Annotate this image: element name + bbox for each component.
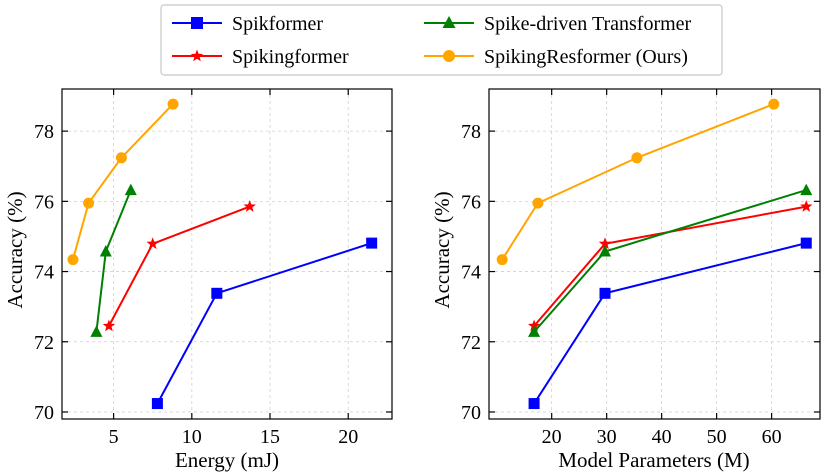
marker-star xyxy=(800,200,813,212)
legend-marker-circle xyxy=(443,50,455,62)
marker-triangle xyxy=(599,245,612,257)
series-spikingformer xyxy=(527,200,813,332)
y-tick-label: 70 xyxy=(461,402,481,424)
series-line xyxy=(108,205,251,327)
marker-star xyxy=(598,237,612,250)
marker-star xyxy=(146,237,159,250)
y-tick-label: 74 xyxy=(461,262,481,284)
series-spikingformer xyxy=(102,200,256,332)
marker-circle xyxy=(115,152,127,164)
marker-circle xyxy=(496,254,508,266)
y-tick-label: 72 xyxy=(461,332,481,354)
legend: Spikformer Spikingformer Spike-driven Tr… xyxy=(160,4,723,76)
series-spike-driven-transformer xyxy=(528,183,813,337)
energy-accuracy-plot: Energy (mJ) Accuracy (%) 5 10 15 20 70 72 74 76… xyxy=(3,88,393,472)
series-spike-driven-transformer xyxy=(90,183,137,337)
y-tick-label: 76 xyxy=(34,191,54,213)
y-tick-label: 74 xyxy=(34,262,54,284)
params-accuracy-plot: Model Parameters (M) Accuracy (%) 20 30 40… xyxy=(430,88,821,472)
plot-frame xyxy=(61,88,393,420)
series-line xyxy=(533,205,807,327)
y-axis-label: Accuracy (%) xyxy=(3,191,27,308)
marker-circle xyxy=(768,98,780,110)
series-line xyxy=(533,189,807,333)
marker-triangle xyxy=(99,245,112,257)
marker-circle xyxy=(83,197,95,209)
y-tick-label: 76 xyxy=(461,191,481,213)
marker-square xyxy=(151,398,163,410)
series-line xyxy=(156,242,373,405)
marker-triangle xyxy=(124,183,137,196)
x-tick-label: 15 xyxy=(260,426,280,448)
y-tick-label: 78 xyxy=(461,121,481,143)
marker-circle xyxy=(67,254,79,266)
marker-triangle xyxy=(528,325,541,337)
marker-triangle xyxy=(800,183,813,196)
marker-square xyxy=(366,237,378,249)
x-tick-label: 20 xyxy=(338,426,358,448)
marker-star xyxy=(243,200,256,212)
y-tick-label: 78 xyxy=(34,121,54,143)
legend-label: Spike-driven Transformer xyxy=(484,13,692,35)
x-tick-label: 50 xyxy=(707,426,727,448)
marker-square xyxy=(211,287,223,299)
y-axis-label: Accuracy (%) xyxy=(430,191,454,308)
marker-square xyxy=(528,398,540,410)
series-line xyxy=(71,103,174,260)
x-tick-label: 40 xyxy=(652,426,672,448)
x-tick-label: 30 xyxy=(597,426,617,448)
marker-square xyxy=(599,287,611,299)
legend-marker-triangle xyxy=(442,16,456,28)
y-tick-label: 70 xyxy=(34,402,54,424)
x-tick-label: 20 xyxy=(542,426,562,448)
marker-star xyxy=(102,319,116,332)
legend-item-spikformer: Spikformer xyxy=(172,13,323,35)
legend-label: Spikformer xyxy=(232,13,323,35)
marker-circle xyxy=(167,98,179,110)
marker-square xyxy=(800,237,812,249)
plot-frame xyxy=(488,88,821,420)
legend-marker-square xyxy=(191,17,203,29)
series-spikingresformer-ours xyxy=(67,98,179,266)
series-line xyxy=(533,242,807,405)
legend-item-spikingresformer: SpikingResformer (Ours) xyxy=(424,46,688,68)
legend-item-spike-driven-transformer: Spike-driven Transformer xyxy=(424,13,692,35)
series-spikformer xyxy=(528,237,812,410)
legend-marker-star xyxy=(190,49,204,62)
x-tick-label: 10 xyxy=(182,426,202,448)
series-spikformer xyxy=(151,237,378,410)
legend-label: Spikingformer xyxy=(232,46,349,68)
legend-frame xyxy=(160,4,723,76)
marker-circle xyxy=(532,197,544,209)
marker-circle xyxy=(631,152,643,164)
x-axis-label: Energy (mJ) xyxy=(175,448,279,472)
marker-star xyxy=(527,319,541,332)
marker-triangle xyxy=(90,325,103,337)
series-line xyxy=(501,103,775,261)
x-axis-label: Model Parameters (M) xyxy=(558,448,749,472)
x-tick-label: 60 xyxy=(762,426,782,448)
x-tick-label: 5 xyxy=(109,426,119,448)
series-spikingresformer-ours xyxy=(496,98,780,266)
legend-label: SpikingResformer (Ours) xyxy=(484,46,688,68)
legend-item-spikingformer: Spikingformer xyxy=(172,46,349,68)
y-tick-label: 72 xyxy=(34,332,54,354)
